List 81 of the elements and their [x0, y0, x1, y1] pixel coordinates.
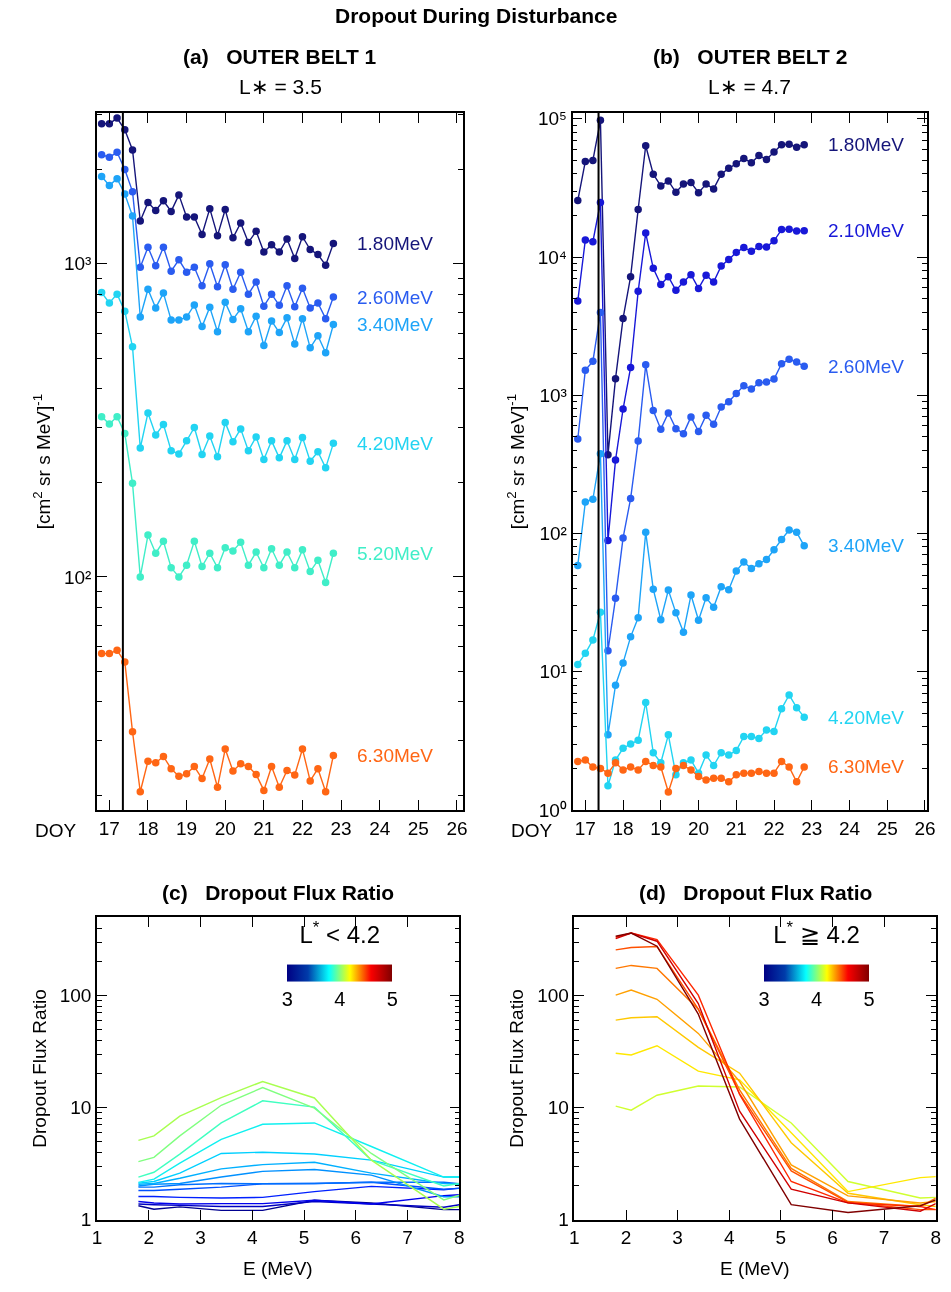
series-label: 2.10MeV — [828, 220, 905, 241]
x-axis-title: DOY — [511, 820, 553, 841]
x-tick-label: 6 — [350, 1227, 362, 1249]
x-tick-label: 20 — [687, 817, 710, 839]
chart-subtitle: L∗ = 4.7 — [708, 75, 791, 98]
x-tick-label: 4 — [723, 1227, 735, 1249]
x-axis-title: E (MeV) — [243, 1258, 313, 1279]
x-tick-label: 8 — [930, 1227, 942, 1249]
x-tick-label: 25 — [407, 817, 429, 839]
y-tick-label: 10⁰ — [538, 799, 567, 821]
color-bar-label: 5 — [386, 988, 398, 1011]
series-label: 2.60MeV — [828, 356, 905, 377]
series-label: 5.20MeV — [357, 543, 434, 564]
chart-title: (a) OUTER BELT 1 — [183, 45, 377, 68]
x-tick-label: 25 — [876, 817, 898, 839]
x-tick-label: 2 — [620, 1227, 632, 1249]
x-tick-label: 18 — [137, 817, 159, 839]
series-label: 6.30MeV — [357, 745, 434, 766]
y-tick-label: 10 — [547, 1097, 569, 1119]
x-tick-label: 3 — [672, 1227, 683, 1249]
series-label: 4.20MeV — [828, 707, 905, 728]
series-label: 3.40MeV — [828, 535, 905, 556]
x-tick-label: 4 — [246, 1227, 258, 1249]
y-tick-label: 10⁴ — [537, 246, 567, 268]
series-label: 6.30MeV — [828, 756, 905, 777]
x-tick-label: 24 — [369, 817, 391, 839]
y-axis-title: Dropout Flux Ratio — [29, 989, 51, 1148]
x-tick-label: 18 — [612, 817, 634, 839]
color-bar-title: L$^{*}$ < 4.2 — [299, 917, 381, 949]
color-bar-label: 4 — [810, 988, 823, 1011]
x-tick-label: 17 — [574, 817, 596, 839]
x-tick-label: 3 — [195, 1227, 206, 1249]
x-axis-title: DOY — [35, 820, 77, 841]
x-axis-title: E (MeV) — [720, 1258, 790, 1279]
x-tick-label: 8 — [454, 1227, 465, 1249]
x-tick-label: 20 — [214, 817, 236, 839]
series-label: 4.20MeV — [357, 433, 434, 454]
y-tick-label: 10² — [63, 566, 92, 588]
chart-title: (d) Dropout Flux Ratio — [639, 881, 873, 904]
chart-title: (b) OUTER BELT 2 — [653, 45, 848, 68]
x-tick-label: 23 — [801, 817, 823, 839]
x-tick-label: 21 — [725, 817, 747, 839]
chart-subtitle: L∗ = 3.5 — [239, 75, 322, 98]
x-tick-label: 6 — [827, 1227, 838, 1249]
x-tick-label: 22 — [763, 817, 785, 839]
x-tick-label: 7 — [878, 1227, 890, 1249]
x-tick-label: 19 — [176, 817, 198, 839]
y-tick-label: 1 — [558, 1209, 569, 1231]
y-tick-label: 100 — [59, 985, 92, 1007]
y-tick-label: 10 — [70, 1097, 92, 1119]
x-tick-label: 24 — [838, 817, 861, 839]
x-tick-label: 26 — [446, 817, 468, 839]
series-label: 1.80MeV — [357, 233, 434, 254]
chart-title: (c) Dropout Flux Ratio — [162, 881, 395, 904]
color-bar-label: 5 — [863, 988, 875, 1011]
y-tick-label: 10⁵ — [537, 108, 567, 130]
x-tick-label: 21 — [253, 817, 275, 839]
x-tick-label: 5 — [775, 1227, 787, 1249]
x-tick-label: 19 — [650, 817, 672, 839]
series-label: 1.80MeV — [828, 134, 905, 155]
y-tick-label: 100 — [537, 985, 569, 1007]
x-tick-label: 22 — [291, 817, 314, 839]
color-bar-label: 4 — [334, 988, 346, 1011]
color-bar-label: 3 — [281, 988, 293, 1011]
x-tick-label: 2 — [143, 1227, 155, 1249]
y-tick-label: 10¹ — [539, 661, 567, 683]
color-bar-title: L$^{*}$ ≧ 4.2 — [773, 917, 860, 949]
x-tick-label: 17 — [98, 817, 120, 839]
color-bar-label: 3 — [758, 988, 770, 1011]
y-tick-label: 10³ — [539, 384, 567, 406]
x-tick-label: 7 — [402, 1227, 413, 1249]
x-tick-label: 26 — [914, 817, 936, 839]
y-tick-label: 1 — [80, 1209, 92, 1231]
series-label: 3.40MeV — [357, 314, 434, 335]
y-tick-label: 10² — [539, 523, 567, 545]
x-tick-label: 5 — [298, 1227, 310, 1249]
series-label: 2.60MeV — [357, 287, 434, 308]
text: Dropout During Disturbance — [335, 4, 618, 27]
x-tick-label: 23 — [330, 817, 352, 839]
y-tick-label: 10³ — [63, 253, 92, 275]
y-axis-title: Dropout Flux Ratio — [506, 989, 528, 1148]
